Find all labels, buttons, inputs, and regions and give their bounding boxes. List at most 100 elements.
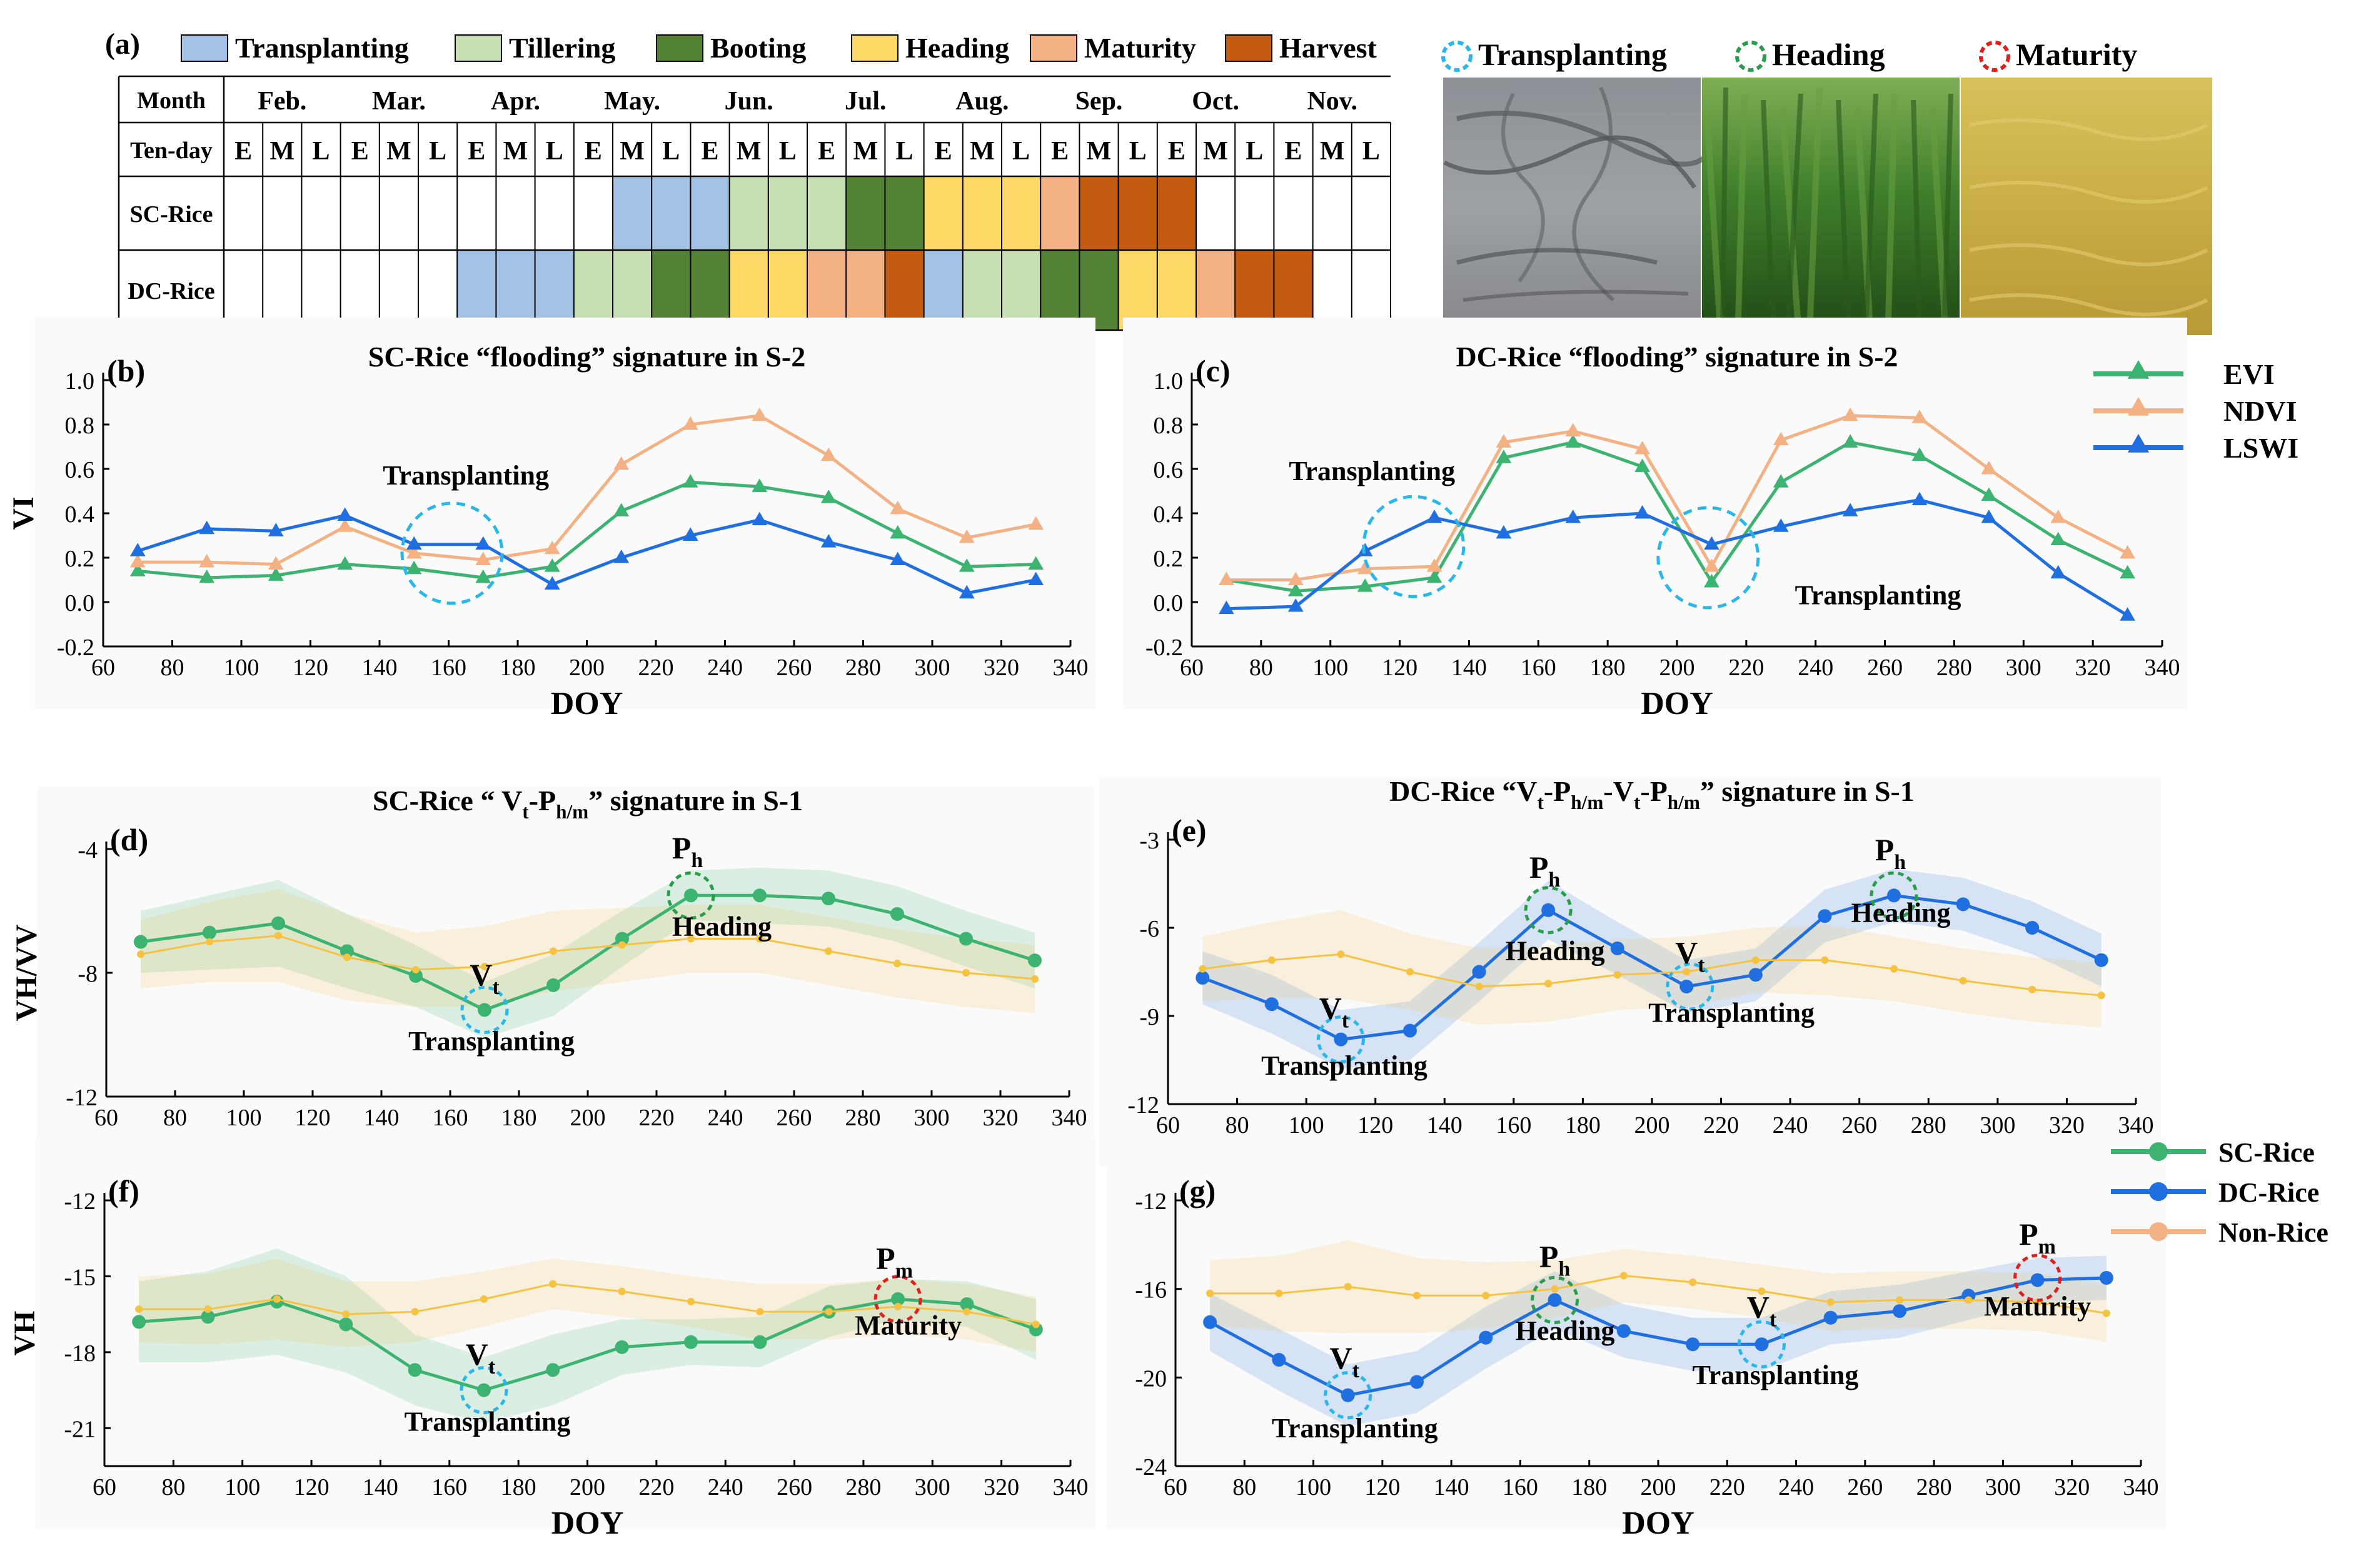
data-point [550, 947, 557, 955]
data-point [825, 947, 832, 955]
rice-legend: SC-Rice DC-Rice Non-Rice [2111, 1137, 2328, 1248]
x-tick-label: 220 [1728, 655, 1764, 681]
data-point [2120, 565, 2135, 579]
table-tenday: L [429, 137, 446, 166]
x-tick-label: 160 [431, 1474, 467, 1500]
data-point [268, 523, 284, 536]
series-line-ndvi [1226, 414, 2128, 581]
panel-label: (g) [1179, 1173, 1216, 1209]
x-tick-label: 280 [1916, 1474, 1952, 1500]
x-tick-label: 120 [293, 655, 328, 681]
panel-label: (e) [1172, 813, 1207, 848]
series-line-non-rice [1202, 953, 2102, 997]
data-point [1634, 458, 1650, 472]
data-point [475, 551, 491, 565]
data-point [342, 1310, 350, 1319]
x-tick-label: 320 [984, 655, 1019, 681]
y-axis-label: VH/VV [10, 924, 43, 1021]
data-point [1475, 983, 1483, 990]
table-tenday: L [895, 137, 913, 166]
data-point [204, 1305, 212, 1314]
y-tick-label: -24 [1135, 1454, 1167, 1480]
data-point [480, 1295, 488, 1303]
x-tick-label: 340 [2123, 1474, 2159, 1500]
data-point [1031, 975, 1039, 983]
data-point [1981, 461, 1997, 475]
table-tenday: L [312, 137, 330, 166]
x-tick-label: 60 [1180, 655, 1204, 681]
x-tick-label: 120 [1357, 1112, 1393, 1138]
data-point [890, 907, 904, 921]
data-point [1683, 968, 1691, 976]
stage-legend-label: Transplanting [235, 32, 409, 64]
photo-legend-circle [1735, 41, 1766, 72]
title-text-part: -P [1544, 775, 1571, 807]
annotation-circle [1531, 1275, 1579, 1324]
x-tick-label: 60 [94, 1105, 118, 1131]
data-point [271, 916, 285, 930]
data-point [129, 554, 146, 568]
annotation-circle [873, 1275, 922, 1324]
x-tick-label: 280 [845, 1105, 881, 1131]
data-point [1758, 1287, 1766, 1295]
data-point [752, 478, 768, 492]
annotation-symbol-main: P [1875, 832, 1895, 867]
data-point [820, 490, 837, 503]
data-point [618, 1287, 626, 1295]
x-tick-label: 140 [1434, 1474, 1469, 1500]
stage-cell-harvest [1157, 176, 1196, 250]
x-tick-label: 260 [777, 1105, 812, 1131]
y-tick-label: -8 [78, 961, 98, 987]
confidence-band [1210, 1240, 2107, 1342]
confidence-band [139, 1259, 1036, 1352]
series-line-non-rice [1210, 1274, 2107, 1315]
panel-a-label: (a) [105, 28, 140, 61]
data-point [1704, 574, 1719, 588]
annotation-circle [1324, 1371, 1372, 1420]
data-point [268, 556, 284, 570]
data-point [268, 567, 284, 581]
data-point [1267, 956, 1276, 964]
data-point [1704, 536, 1719, 550]
data-point [1403, 1023, 1417, 1038]
annotation-label: Transplanting [1289, 456, 1455, 486]
table-tenday: E [1168, 137, 1186, 166]
y-tick-label: -20 [1135, 1365, 1167, 1392]
series-line-dc-rice [1209, 1276, 2107, 1397]
x-tick-label: 240 [1773, 1112, 1808, 1138]
x-tick-label: 200 [1641, 1474, 1676, 1500]
data-point [752, 407, 768, 421]
annotation-label: Transplanting [408, 1026, 575, 1057]
table-tenday: E [935, 137, 952, 166]
data-point [2028, 985, 2036, 993]
stage-cell-booting [690, 250, 730, 330]
data-point [129, 543, 146, 556]
y-tick-label: 0.6 [1154, 457, 1184, 483]
chart-title: SC-Rice “flooding” signature in S-2 [368, 341, 805, 373]
data-point [1472, 965, 1486, 979]
x-tick-label: 340 [1053, 1474, 1089, 1500]
data-point [1410, 1375, 1424, 1389]
data-point [2102, 1309, 2110, 1317]
annotation-symbol-sub: h [1558, 1257, 1570, 1280]
data-point [340, 944, 354, 958]
data-point [1981, 510, 1997, 523]
x-tick-label: 140 [363, 1474, 398, 1500]
data-point [1219, 571, 1234, 585]
annotation-symbol-main: P [672, 830, 692, 865]
data-point [1965, 1296, 1973, 1304]
title-subscript: h/m [556, 801, 588, 823]
panel-label: (c) [1196, 353, 1231, 388]
data-point [199, 554, 215, 568]
field-photos: Transplanting Heading Maturity [1441, 37, 2212, 335]
data-point [1479, 1330, 1493, 1345]
data-point [1818, 909, 1832, 923]
data-point [963, 1308, 971, 1316]
data-point [960, 1297, 974, 1311]
data-point [891, 1292, 905, 1306]
x-tick-label: 100 [1289, 1112, 1324, 1138]
data-point [962, 969, 970, 977]
x-tick-label: 160 [1521, 655, 1556, 681]
data-point [1357, 578, 1373, 592]
y-tick-label: -0.2 [1145, 635, 1183, 661]
